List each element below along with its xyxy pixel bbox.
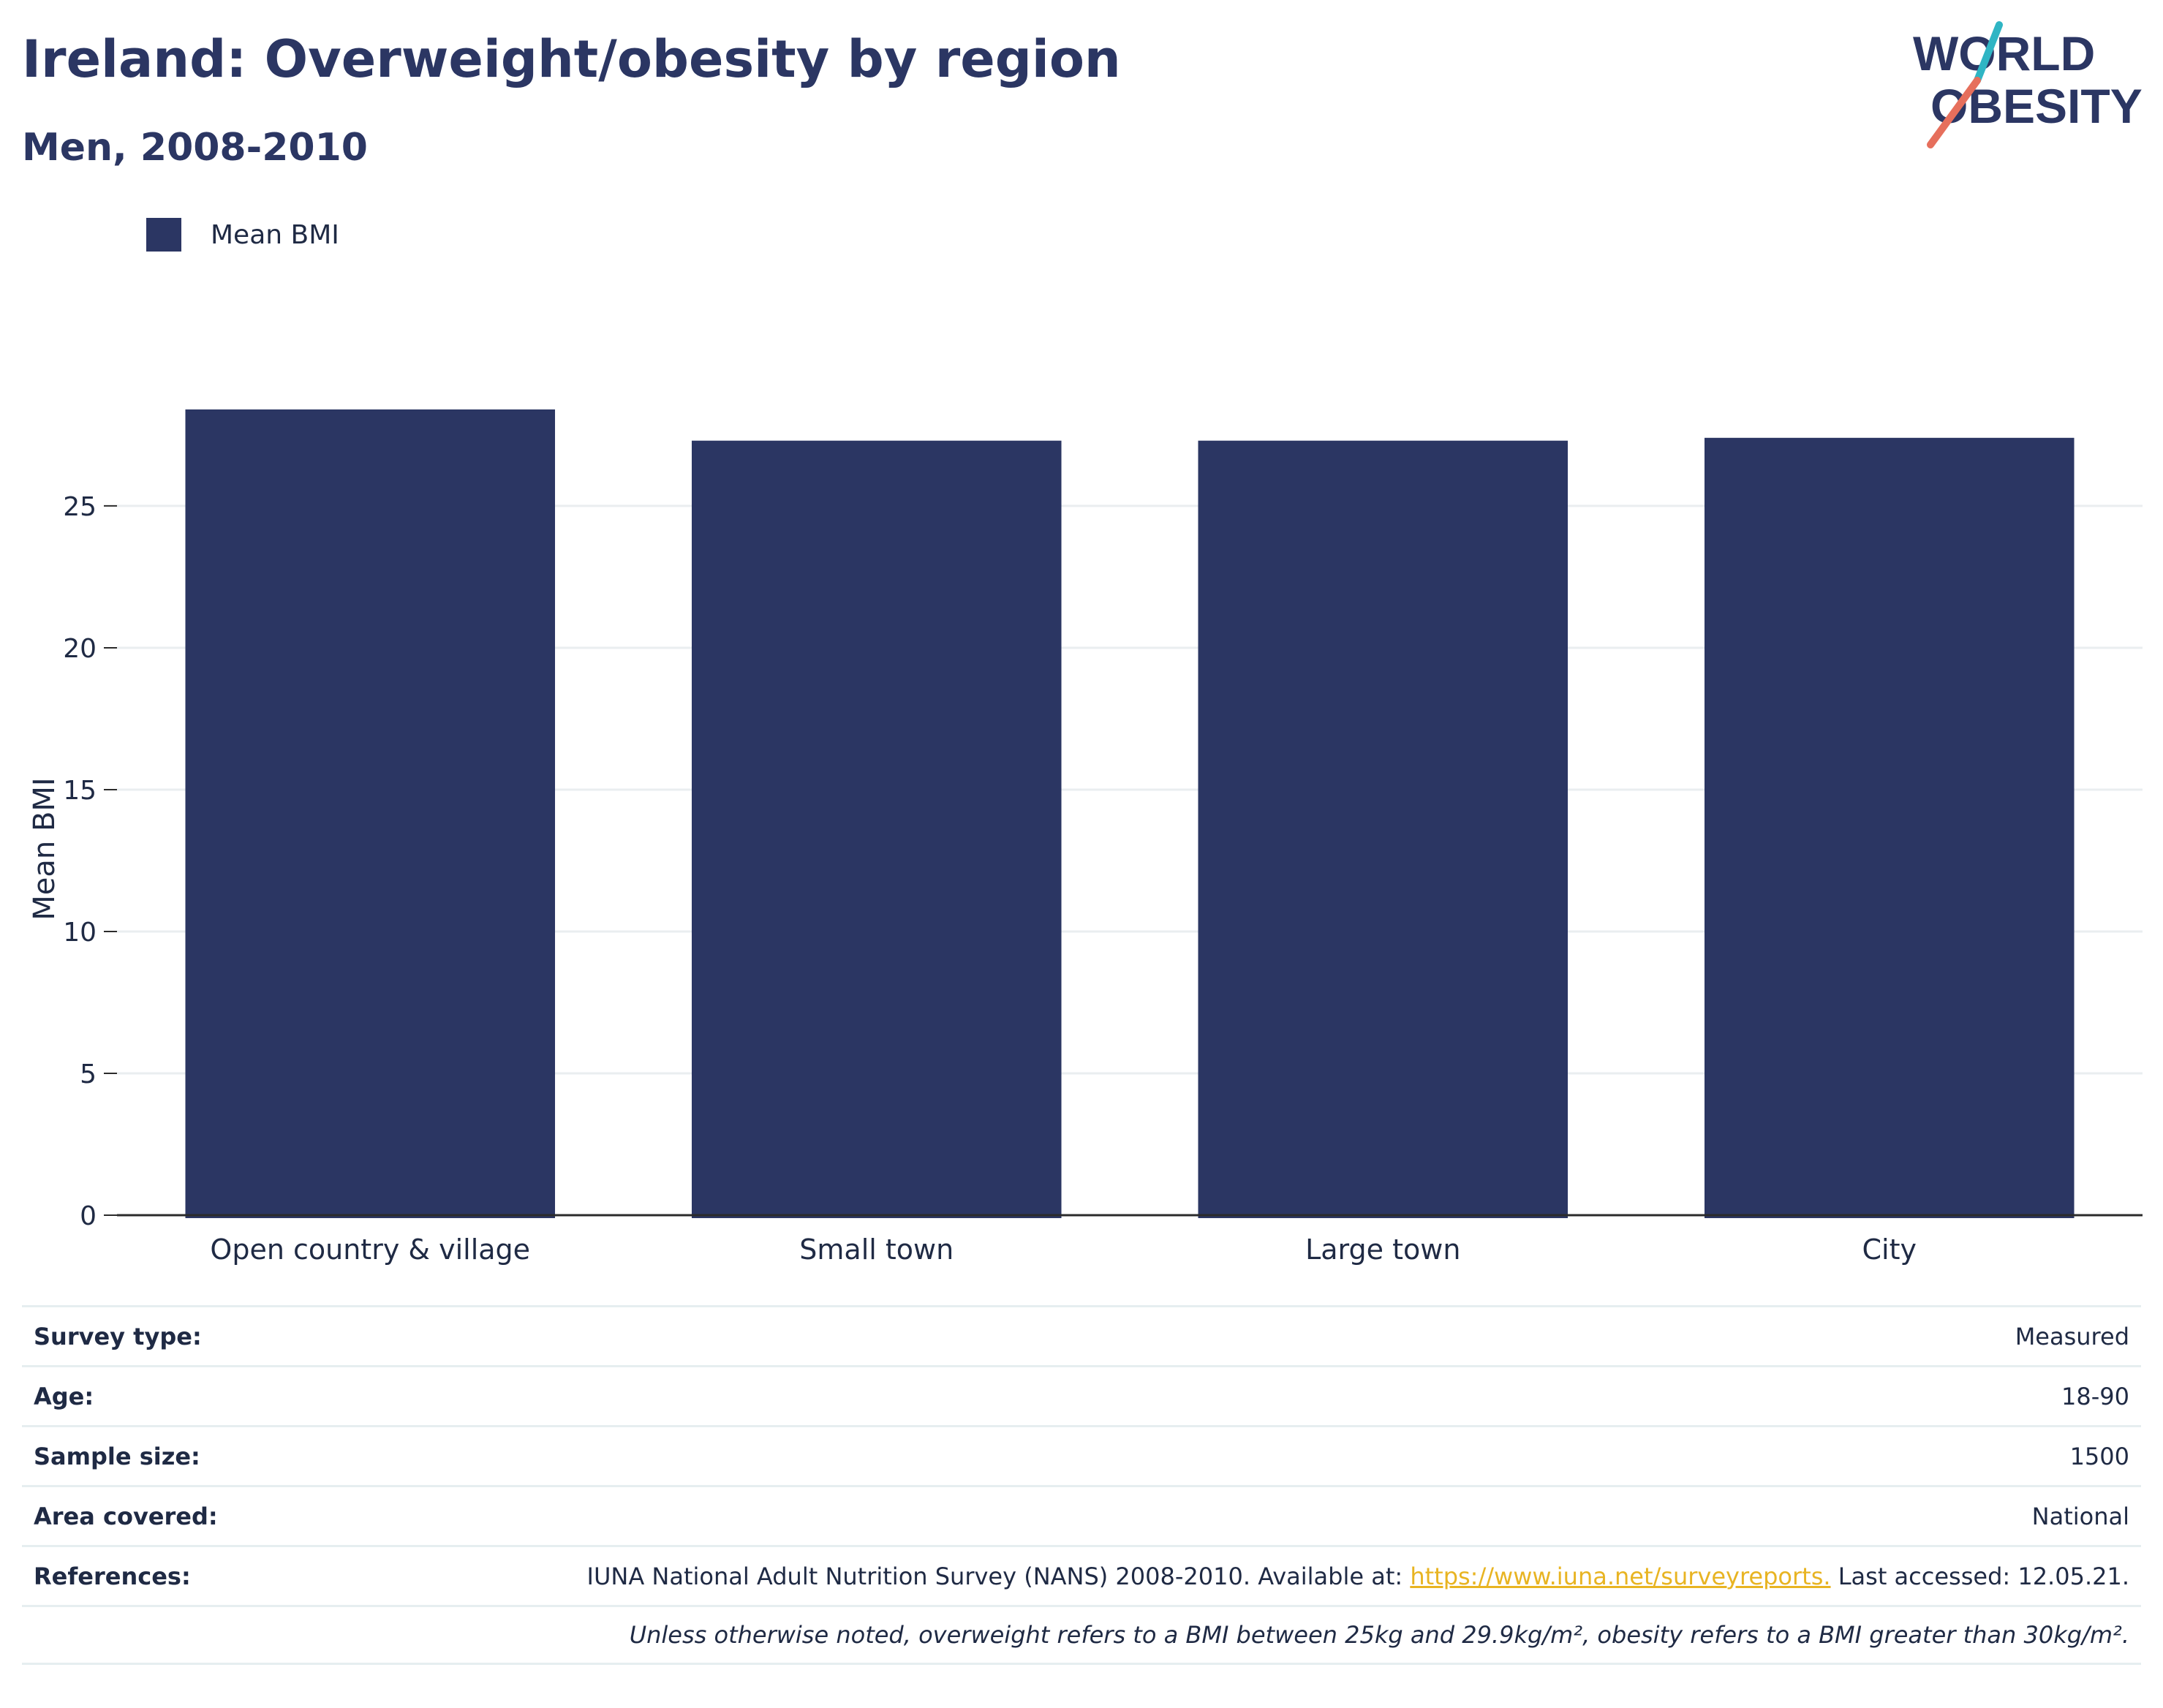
x-tick-label: Open country & village bbox=[210, 1233, 530, 1266]
chart-legend: Mean BMI bbox=[146, 218, 339, 252]
legend-swatch bbox=[146, 218, 181, 252]
footnote-row: Unless otherwise noted, overweight refer… bbox=[22, 1605, 2141, 1665]
info-value: National bbox=[2031, 1502, 2129, 1530]
x-tick-label: City bbox=[1862, 1233, 1917, 1266]
y-tick-label: 15 bbox=[63, 776, 97, 806]
y-tick-label: 20 bbox=[63, 634, 97, 664]
info-value: 18-90 bbox=[2061, 1382, 2129, 1410]
info-label: Age: bbox=[34, 1382, 94, 1410]
info-row-area-covered: Area covered: National bbox=[22, 1485, 2141, 1545]
info-value: 1500 bbox=[2069, 1442, 2129, 1470]
bar bbox=[185, 409, 556, 1218]
logo-slash-teal bbox=[1974, 21, 2003, 84]
bar bbox=[1704, 437, 2075, 1219]
logo-text-world: WORLD bbox=[1913, 26, 2095, 80]
info-label: Survey type: bbox=[34, 1322, 202, 1350]
references-accessed: Last accessed: 12.05.21. bbox=[1830, 1562, 2129, 1590]
y-tick-label: 25 bbox=[63, 492, 97, 522]
bmi-footnote: Unless otherwise noted, overweight refer… bbox=[629, 1621, 2129, 1649]
info-label: Area covered: bbox=[34, 1502, 218, 1530]
logo-slash-coral bbox=[1927, 77, 1981, 148]
references-text: IUNA National Adult Nutrition Survey (NA… bbox=[586, 1562, 1411, 1590]
references-link[interactable]: https://www.iuna.net/surveyreports. bbox=[1410, 1562, 1831, 1590]
world-obesity-logo: WORLD OBESITY bbox=[1913, 21, 2143, 148]
logo-text-obesity: OBESITY bbox=[1930, 79, 2143, 133]
y-tick-label: 10 bbox=[63, 918, 97, 948]
info-label: References: bbox=[34, 1562, 191, 1590]
survey-info-table: Survey type: Measured Age: 18-90 Sample … bbox=[22, 1305, 2141, 1665]
x-tick-label: Small town bbox=[799, 1233, 954, 1266]
bar-chart: 0 5 10 15 20 25 Mean BMI Open country & village… bbox=[28, 409, 2143, 1266]
info-label: Sample size: bbox=[34, 1442, 200, 1470]
info-row-survey-type: Survey type: Measured bbox=[22, 1305, 2141, 1365]
info-row-sample-size: Sample size: 1500 bbox=[22, 1425, 2141, 1485]
bar bbox=[691, 440, 1062, 1218]
y-tick-label: 0 bbox=[80, 1201, 97, 1231]
y-axis-label: Mean BMI bbox=[28, 777, 61, 920]
info-row-references: References: IUNA National Adult Nutritio… bbox=[22, 1545, 2141, 1605]
bar bbox=[1198, 440, 1569, 1218]
chart-title: Ireland: Overweight/obesity by region bbox=[22, 29, 1121, 89]
references-value: IUNA National Adult Nutrition Survey (NA… bbox=[587, 1562, 2129, 1590]
x-tick-label: Large town bbox=[1305, 1233, 1460, 1266]
info-value: Measured bbox=[2015, 1322, 2129, 1350]
info-row-age: Age: 18-90 bbox=[22, 1365, 2141, 1425]
y-tick-label: 5 bbox=[80, 1059, 97, 1089]
legend-label: Mean BMI bbox=[211, 219, 339, 250]
chart-subtitle: Men, 2008-2010 bbox=[22, 126, 368, 170]
